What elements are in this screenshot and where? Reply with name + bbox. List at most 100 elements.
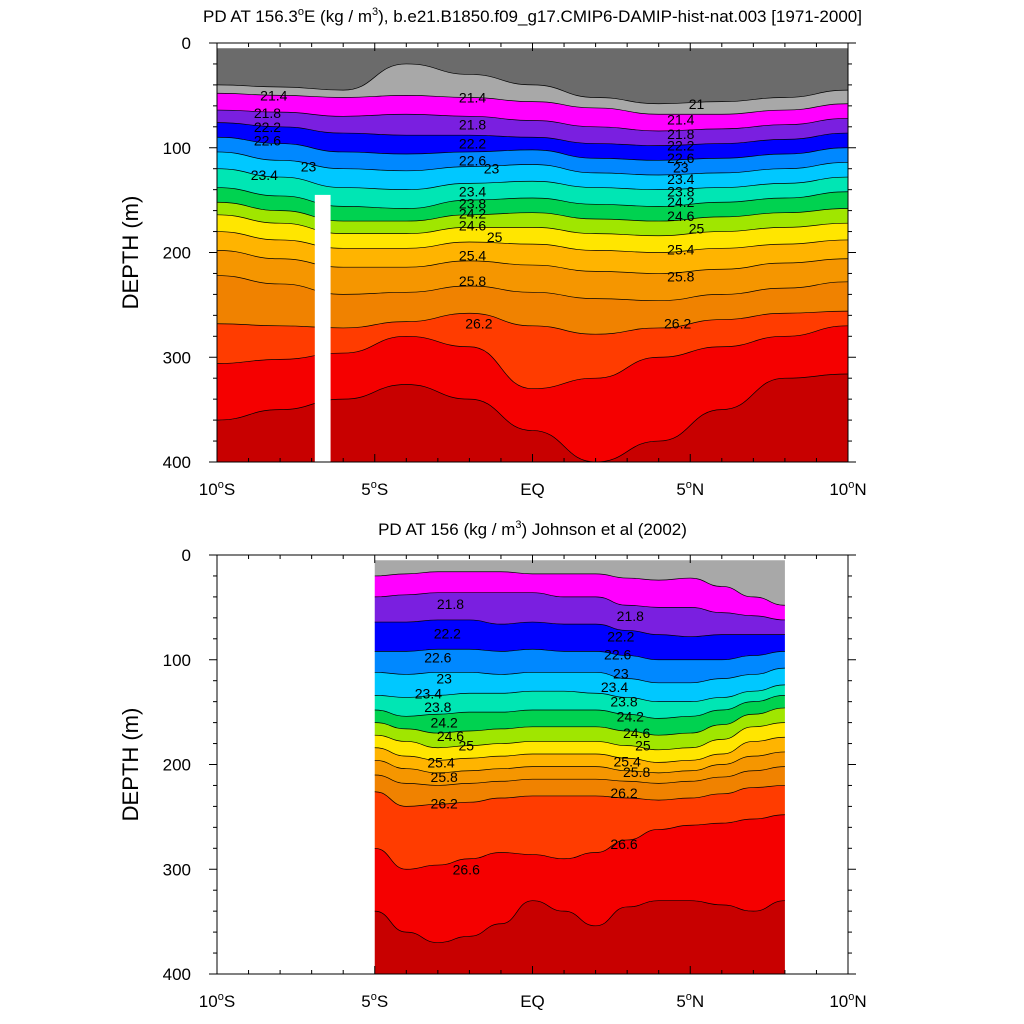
density-band-26.6-27.0 [374, 814, 785, 943]
contour-label: 22.2 [434, 626, 461, 642]
density-band-22.2-22.6 [217, 122, 848, 161]
contour-label: 25.4 [459, 248, 486, 264]
contour-label: 22.6 [254, 132, 281, 148]
contour-label: 25 [487, 229, 503, 245]
isopycnal-line-27.0 [374, 900, 785, 943]
contour-label: 22.2 [254, 119, 281, 135]
density-band-22.6-23.0 [374, 649, 785, 683]
contour-label: 24.6 [459, 217, 486, 233]
contour-label: 21.8 [437, 596, 464, 612]
y-tick-label: 300 [163, 860, 191, 879]
x-tick-label: EQ [520, 992, 545, 1011]
y-tick-label: 0 [182, 546, 191, 565]
isopycnal-line-22.6 [374, 648, 785, 661]
isopycnal-line-23.4 [217, 168, 848, 191]
x-tick-label: 10oN [829, 479, 866, 499]
contour-label: 23 [301, 159, 317, 175]
contour-label: 24.2 [617, 708, 644, 724]
contour-label: 23.4 [601, 679, 628, 695]
y-tick-label: 300 [163, 348, 191, 367]
contour-label: 25 [635, 738, 651, 754]
x-tick-label: 10oS [199, 991, 235, 1011]
contour-label: 26.2 [465, 316, 492, 332]
y-tick-label: 200 [163, 244, 191, 263]
contour-label: 23 [436, 671, 452, 687]
contour-label: 24.2 [431, 715, 458, 731]
contour-label: 25.8 [459, 273, 486, 289]
contour-label: 25.4 [614, 753, 641, 769]
contour-label: 23.8 [610, 694, 637, 710]
isopycnal-line-24.6 [374, 722, 785, 751]
contour-label: 21.8 [667, 126, 694, 142]
density-band-21.4-21.8 [374, 571, 785, 620]
density-band-24.6-25.0 [374, 722, 785, 763]
density-band-26.2-26.6 [374, 785, 785, 870]
density-band-top-21.0 [217, 48, 848, 104]
contour-label: 26.2 [664, 316, 691, 332]
contour-label: 25.4 [667, 241, 694, 257]
contour-label: 24.6 [667, 208, 694, 224]
contour-label: 26.6 [453, 861, 480, 877]
isopycnal-line-25.8 [374, 766, 785, 786]
contour-label: 25.4 [427, 754, 454, 770]
isopycnal-line-23.8 [374, 695, 785, 719]
y-tick-label: 400 [163, 453, 191, 472]
isopycnal-line-22.2 [374, 619, 785, 638]
isopycnal-line-21.0 [217, 63, 848, 105]
isopycnal-line-22.2 [217, 122, 848, 147]
isopycnal-line-21.8 [217, 109, 848, 132]
y-tick-label: 200 [163, 756, 191, 775]
contour-label: 25.8 [431, 769, 458, 785]
contour-label: 26.6 [610, 836, 637, 852]
density-band-23.4-23.8 [217, 168, 848, 209]
contour-label: 23 [673, 160, 689, 176]
contour-label: 22.6 [604, 647, 631, 663]
density-band-21.0-21.4 [217, 63, 848, 115]
contour-label: 22.2 [607, 629, 634, 645]
density-band-25.4-25.8 [217, 250, 848, 301]
contour-label: 23.4 [415, 685, 442, 701]
density-band-24.2-24.6 [217, 202, 848, 236]
isopycnal-line-22.6 [217, 136, 848, 161]
y-tick-label: 100 [163, 139, 191, 158]
density-band-26.2-26.6 [217, 311, 848, 389]
contour-label: 26.2 [431, 795, 458, 811]
y-axis-label: DEPTH (m) [118, 708, 143, 822]
contour-label: 23.4 [667, 171, 694, 187]
isopycnal-line-26.6 [374, 814, 785, 870]
contour-label: 23.8 [459, 195, 486, 211]
contour-label: 21.8 [254, 105, 281, 121]
contour-label: 25.8 [623, 764, 650, 780]
isopycnal-line-23.0 [217, 151, 848, 176]
contour-label: 21.4 [260, 87, 287, 103]
contour-label: 24.2 [459, 206, 486, 222]
contour-label: 21 [689, 96, 705, 112]
density-band-22.2-22.6 [374, 619, 785, 660]
density-band-25.8-26.2 [374, 766, 785, 807]
density-band-21.4-21.8 [217, 93, 848, 131]
isopycnal-line-25.0 [374, 736, 785, 763]
density-band-25.8-26.2 [217, 275, 848, 335]
contour-label: 21.4 [667, 111, 694, 127]
density-band-26.6-27.0 [217, 325, 848, 462]
contour-label: 22.6 [424, 650, 451, 666]
isopycnal-line-26.2 [374, 785, 785, 807]
panel-title: PD AT 156 (kg / m3) Johnson et al (2002) [378, 519, 687, 539]
x-tick-label: EQ [520, 480, 545, 499]
contour-label: 21.8 [459, 117, 486, 133]
contour-label: 26.2 [610, 785, 637, 801]
isopycnal-line-21.4 [217, 92, 848, 115]
contour-label: 22.6 [459, 152, 486, 168]
density-band-24.2-24.6 [374, 707, 785, 750]
isopycnal-line-21.4 [374, 571, 785, 606]
contour-label: 23.4 [251, 167, 278, 183]
density-band-27.0-bottom [374, 900, 785, 974]
x-tick-label: 10oS [199, 479, 235, 499]
missing-data-column [314, 194, 331, 462]
contour-label: 22.6 [667, 150, 694, 166]
density-band-23.8-24.2 [217, 187, 848, 222]
y-tick-label: 100 [163, 651, 191, 670]
